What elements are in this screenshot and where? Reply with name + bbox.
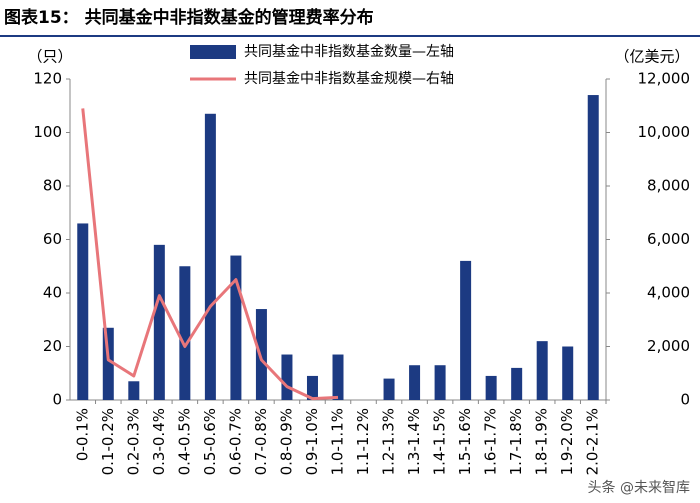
x-tick-label: 1.6-1.7% (482, 408, 500, 475)
y-tick-label: 20 (43, 337, 62, 355)
x-tick-label: 1.8-1.9% (533, 408, 551, 475)
bar (230, 255, 242, 400)
legend-swatch (190, 45, 236, 59)
chart-title: 图表15： 共同基金中非指数基金的管理费率分布 (4, 7, 374, 28)
x-tick-label: 1.5-1.6% (456, 408, 474, 475)
x-tick-label: 0.7-0.8% (252, 408, 270, 475)
y-tick-label: 80 (43, 177, 62, 195)
bar (485, 375, 497, 400)
line (81, 108, 339, 401)
y-tick-label: 120 (33, 70, 62, 88)
bar (179, 266, 191, 400)
x-tick-label: 0.2-0.3% (124, 408, 142, 475)
bar (153, 244, 165, 400)
x-tick-label: 1.1-1.2% (354, 408, 372, 475)
x-tick-label: 1.9-2.0% (558, 408, 576, 475)
y2-tick-label: 2,000 (647, 337, 690, 355)
x-tick-label: 0.4-0.5% (175, 408, 193, 475)
bar (281, 354, 293, 400)
x-tick-label: 0.8-0.9% (277, 408, 295, 475)
bar (562, 346, 574, 400)
x-tick-label: 2.0-2.1% (584, 408, 602, 475)
x-tick-label: 1.3-1.4% (405, 408, 423, 475)
y2-tick-label: 12,000 (638, 70, 691, 88)
y-axis-label: （只） (27, 48, 72, 66)
bar (306, 375, 318, 400)
bar (460, 260, 472, 400)
bar (102, 327, 114, 400)
x-tick-label: 0.1-0.2% (99, 408, 117, 475)
bar (204, 113, 216, 401)
bar (409, 365, 421, 400)
y2-tick-label: 10,000 (638, 123, 691, 141)
watermark: 头条 @未来智库 (588, 479, 690, 496)
bar (255, 309, 267, 400)
bar (128, 381, 140, 400)
y-tick-label: 60 (43, 230, 62, 248)
legend-label: 共同基金中非指数基金规模—右轴 (244, 70, 454, 87)
bar (511, 367, 523, 400)
bar (383, 378, 395, 400)
y-tick-label: 100 (33, 123, 62, 141)
y2-tick-label: 0 (680, 391, 690, 409)
bar (434, 365, 446, 400)
y2-axis-label: （亿美元） (614, 48, 689, 66)
x-tick-label: 1.0-1.1% (329, 408, 347, 475)
x-tick-label: 0.5-0.6% (201, 408, 219, 475)
y2-tick-label: 4,000 (647, 284, 690, 302)
y-tick-label: 0 (52, 391, 62, 409)
legend-label: 共同基金中非指数基金数量—左轴 (244, 43, 454, 60)
y2-tick-label: 8,000 (647, 177, 690, 195)
x-tick-label: 1.2-1.3% (380, 408, 398, 475)
x-tick-label: 1.7-1.8% (507, 408, 525, 475)
y2-tick-label: 6,000 (647, 230, 690, 248)
x-tick-label: 0.3-0.4% (150, 408, 168, 475)
bar (332, 354, 344, 400)
bar (536, 341, 548, 400)
x-tick-label: 1.4-1.5% (431, 408, 449, 475)
bar (587, 95, 599, 401)
x-tick-label: 0-0.1% (73, 408, 91, 461)
bar (77, 223, 89, 400)
x-tick-label: 0.6-0.7% (226, 408, 244, 475)
x-tick-label: 0.9-1.0% (303, 408, 321, 475)
y-tick-label: 40 (43, 284, 62, 302)
